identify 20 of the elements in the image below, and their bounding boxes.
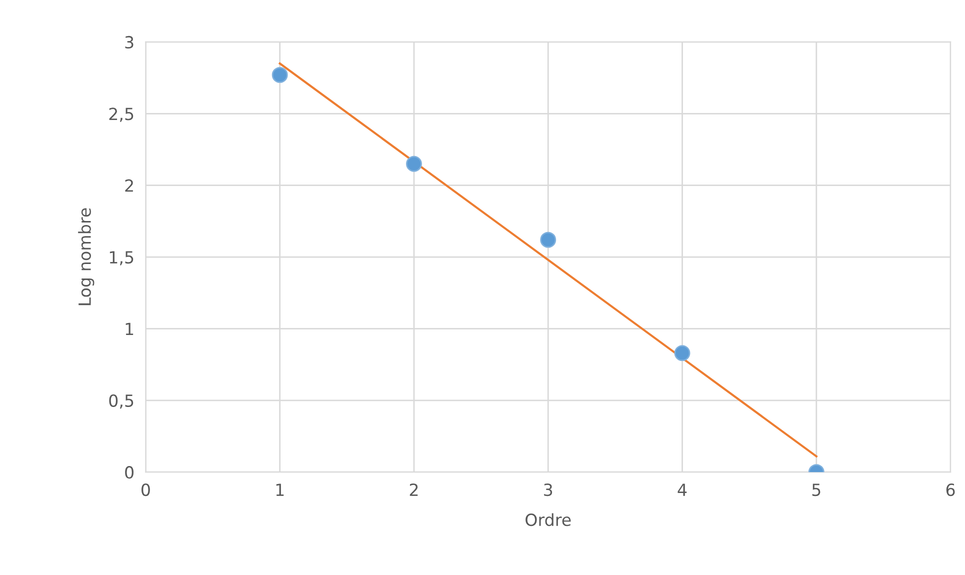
x-tick-label: 1	[276, 484, 284, 496]
y-tick-label: 3	[125, 36, 134, 49]
y-tick-label: 2	[125, 179, 133, 192]
y-tick-label: 2,5	[109, 108, 134, 122]
x-tick-label: 3	[544, 483, 552, 496]
point	[540, 232, 556, 248]
x-tick-label: 5	[812, 484, 820, 496]
x-tick-label: 6	[946, 483, 955, 496]
point	[272, 66, 288, 83]
y-tick-label: 0,5	[109, 394, 134, 409]
y-tick-label: 0	[125, 466, 134, 479]
point	[674, 345, 690, 362]
x-tick-label: 4	[678, 484, 687, 496]
x-axis-title: Ordre	[526, 513, 571, 526]
y-tick-label: 1,5	[110, 251, 134, 266]
point	[406, 156, 422, 172]
y-axis-title: Log nombre	[78, 208, 94, 306]
x-tick-label: 0	[142, 483, 150, 496]
y-tick-label: 1	[126, 322, 134, 336]
x-tick-label: 2	[410, 483, 418, 496]
